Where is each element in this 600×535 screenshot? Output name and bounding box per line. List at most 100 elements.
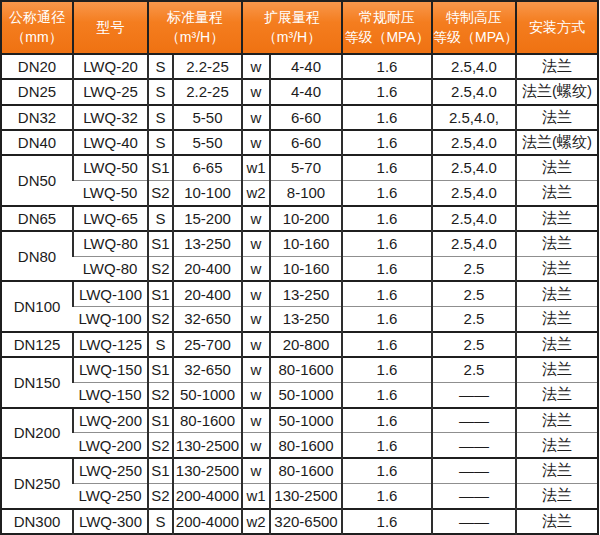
extended-range-cell: 50-1000 (270, 382, 342, 407)
high-pressure-cell: 2.5,4.0 (432, 155, 516, 180)
high-pressure-cell: 2.5,4.0 (432, 79, 516, 104)
standard-range-cell: 2.2-25 (173, 79, 242, 104)
high-pressure-cell: —— (432, 433, 516, 458)
w-code-cell: w (242, 307, 270, 332)
s-code-cell: S1 (148, 458, 173, 483)
header-sublabel: （m³/H） (243, 28, 341, 48)
regular-pressure-cell: 1.6 (342, 206, 432, 231)
col-header-model: 型号 (73, 1, 148, 54)
s-code-cell: S (148, 332, 173, 357)
regular-pressure-cell: 1.6 (342, 458, 432, 483)
extended-range-cell: 4-40 (270, 54, 342, 79)
diameter-cell: DN65 (1, 206, 73, 231)
table-row: DN300LWQ-300S200-4000w2320-65001.6——法兰 (1, 509, 598, 535)
high-pressure-cell: 2.5,4.0 (432, 206, 516, 231)
standard-range-cell: 6-65 (173, 155, 242, 180)
high-pressure-cell: 2.5,4.0 (432, 54, 516, 79)
install-method-cell: 法兰 (516, 206, 598, 231)
header-sublabel: （mm） (2, 28, 72, 48)
install-method-cell: 法兰 (516, 483, 598, 508)
install-method-cell: 法兰 (516, 332, 598, 357)
w-code-cell: w (242, 332, 270, 357)
high-pressure-cell: —— (432, 458, 516, 483)
model-cell: LWQ-100 (73, 307, 148, 332)
w-code-cell: w1 (242, 483, 270, 508)
regular-pressure-cell: 1.6 (342, 155, 432, 180)
standard-range-cell: 200-4000 (173, 509, 242, 535)
table-header: 公称通径 （mm） 型号 标准量程 （m³/H） 扩展量程 （m³/H） 常规耐… (1, 1, 598, 54)
regular-pressure-cell: 1.6 (342, 130, 432, 155)
standard-range-cell: 2.2-25 (173, 54, 242, 79)
model-cell: LWQ-200 (73, 433, 148, 458)
w-code-cell: w (242, 206, 270, 231)
install-method-cell: 法兰 (516, 307, 598, 332)
regular-pressure-cell: 1.6 (342, 408, 432, 433)
regular-pressure-cell: 1.6 (342, 433, 432, 458)
diameter-cell: DN20 (1, 54, 73, 79)
w-code-cell: w (242, 281, 270, 306)
header-label: 安装方式 (517, 18, 597, 38)
extended-range-cell: 6-60 (270, 105, 342, 130)
standard-range-cell: 50-1000 (173, 382, 242, 407)
regular-pressure-cell: 1.6 (342, 79, 432, 104)
extended-range-cell: 13-250 (270, 307, 342, 332)
col-header-diameter: 公称通径 （mm） (1, 1, 73, 54)
s-code-cell: S2 (148, 307, 173, 332)
high-pressure-cell: —— (432, 483, 516, 508)
table-row: LWQ-80S220-400w10-1601.62.5法兰 (1, 256, 598, 281)
model-cell: LWQ-250 (73, 458, 148, 483)
model-cell: LWQ-50 (73, 155, 148, 180)
model-cell: LWQ-32 (73, 105, 148, 130)
header-label: 扩展量程 (243, 8, 341, 28)
model-cell: LWQ-40 (73, 130, 148, 155)
s-code-cell: S2 (148, 483, 173, 508)
extended-range-cell: 6-60 (270, 130, 342, 155)
flowmeter-spec-table: 公称通径 （mm） 型号 标准量程 （m³/H） 扩展量程 （m³/H） 常规耐… (0, 0, 599, 535)
diameter-cell: DN125 (1, 332, 73, 357)
model-cell: LWQ-200 (73, 408, 148, 433)
standard-range-cell: 5-50 (173, 105, 242, 130)
install-method-cell: 法兰 (516, 509, 598, 535)
extended-range-cell: 5-70 (270, 155, 342, 180)
table-row: DN250LWQ-250S1130-2500w80-16001.6——法兰 (1, 458, 598, 483)
s-code-cell: S (148, 206, 173, 231)
high-pressure-cell: 2.5,4.0 (432, 231, 516, 256)
s-code-cell: S (148, 509, 173, 535)
high-pressure-cell: 2.5 (432, 357, 516, 382)
install-method-cell: 法兰 (516, 105, 598, 130)
standard-range-cell: 80-1600 (173, 408, 242, 433)
install-method-cell: 法兰 (516, 357, 598, 382)
standard-range-cell: 25-700 (173, 332, 242, 357)
high-pressure-cell: 2.5,4.0, (432, 105, 516, 130)
w-code-cell: w (242, 79, 270, 104)
header-sublabel: 等级（MPA） (343, 28, 431, 48)
regular-pressure-cell: 1.6 (342, 357, 432, 382)
s-code-cell: S (148, 54, 173, 79)
regular-pressure-cell: 1.6 (342, 105, 432, 130)
s-code-cell: S2 (148, 382, 173, 407)
w-code-cell: w (242, 105, 270, 130)
extended-range-cell: 10-200 (270, 206, 342, 231)
model-cell: LWQ-125 (73, 332, 148, 357)
s-code-cell: S2 (148, 433, 173, 458)
diameter-cell: DN25 (1, 79, 73, 104)
s-code-cell: S1 (148, 357, 173, 382)
table-row: DN125LWQ-125S25-700w20-8001.62.5法兰 (1, 332, 598, 357)
header-label: 标准量程 (149, 8, 241, 28)
regular-pressure-cell: 1.6 (342, 307, 432, 332)
extended-range-cell: 80-1600 (270, 357, 342, 382)
col-header-install: 安装方式 (516, 1, 598, 54)
table-row: DN65LWQ-65S15-200w10-2001.62.5,4.0法兰 (1, 206, 598, 231)
standard-range-cell: 32-650 (173, 357, 242, 382)
table-row: DN25LWQ-25S2.2-25w4-401.62.5,4.0法兰(螺纹) (1, 79, 598, 104)
high-pressure-cell: —— (432, 408, 516, 433)
regular-pressure-cell: 1.6 (342, 382, 432, 407)
install-method-cell: 法兰 (516, 256, 598, 281)
model-cell: LWQ-150 (73, 382, 148, 407)
s-code-cell: S (148, 105, 173, 130)
standard-range-cell: 200-4000 (173, 483, 242, 508)
standard-range-cell: 20-400 (173, 256, 242, 281)
model-cell: LWQ-80 (73, 256, 148, 281)
w-code-cell: w (242, 231, 270, 256)
install-method-cell: 法兰 (516, 155, 598, 180)
